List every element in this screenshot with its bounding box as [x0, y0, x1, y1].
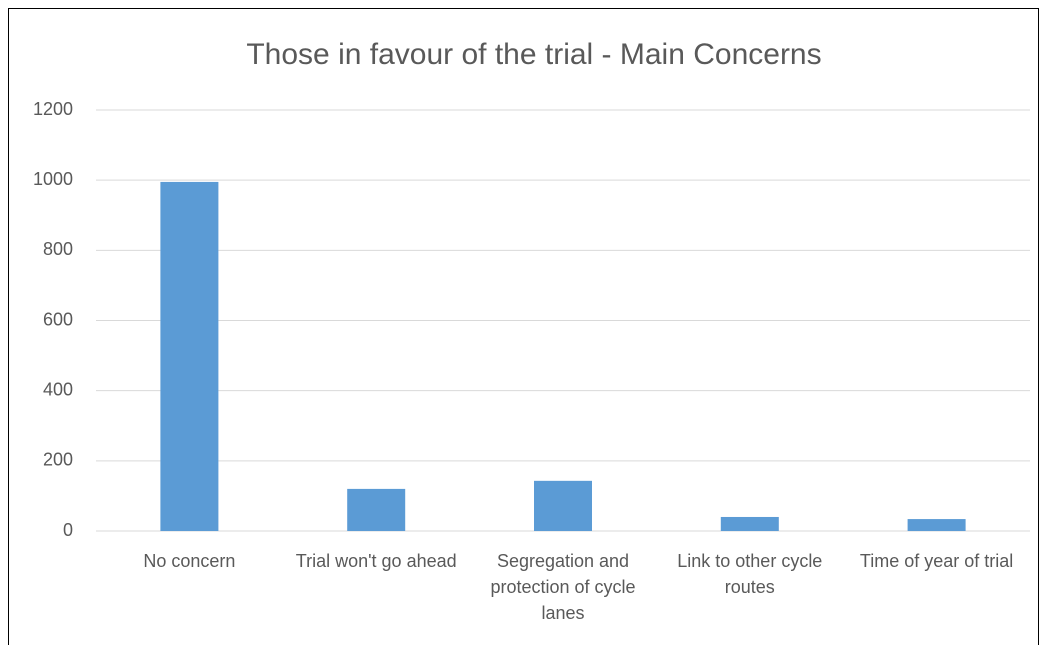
chart-title: Those in favour of the trial - Main Conc… — [246, 38, 821, 71]
chart-frame — [8, 8, 1039, 645]
bar — [534, 480, 592, 531]
y-tick-label: 600 — [43, 309, 73, 329]
bar — [347, 488, 406, 531]
x-tick-label: Segregation and protection of cycle lane… — [490, 551, 636, 623]
y-tick-label: 200 — [43, 450, 73, 470]
y-tick-label: 1200 — [33, 99, 73, 119]
y-tick-label: 1000 — [33, 169, 73, 189]
bar — [907, 519, 966, 531]
y-tick-label: 400 — [43, 379, 73, 399]
y-tick-label: 0 — [63, 520, 73, 540]
x-tick-label: Link to other cycle routes — [677, 551, 823, 597]
x-tick-label: Trial won't go ahead — [295, 551, 457, 571]
x-tick-label: No concern — [143, 551, 236, 571]
x-tick-label: Time of year of trial — [859, 551, 1014, 571]
bar — [160, 181, 219, 531]
bar — [720, 516, 779, 531]
y-tick-label: 800 — [43, 239, 73, 259]
